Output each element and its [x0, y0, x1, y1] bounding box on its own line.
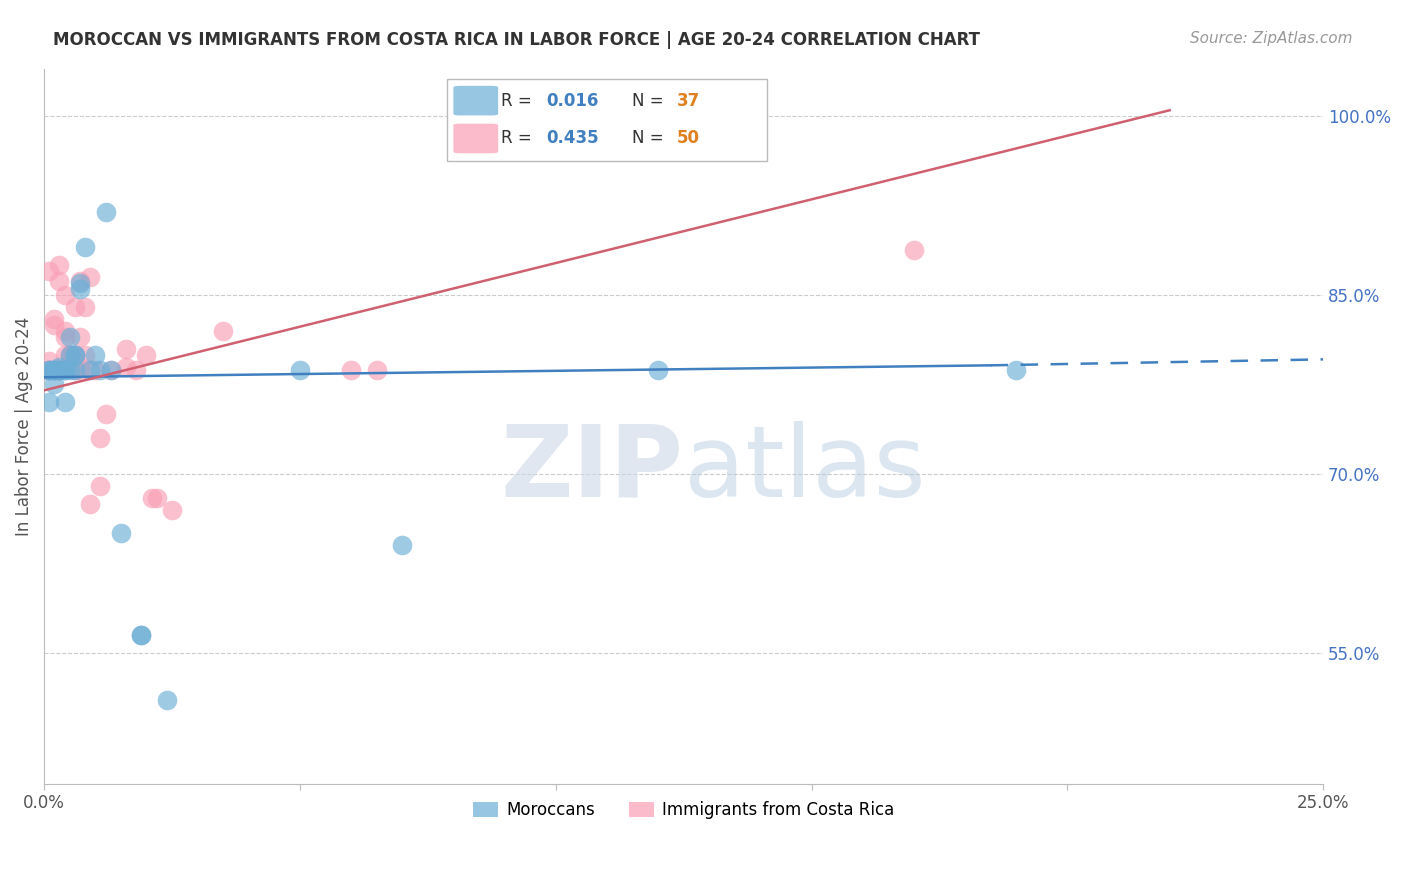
Point — [141, 491, 163, 505]
Point — [44, 318, 66, 332]
Point — [89, 363, 111, 377]
Point — [212, 324, 235, 338]
Point — [38, 363, 60, 377]
Point — [100, 363, 122, 377]
Point — [44, 363, 66, 377]
Point — [89, 431, 111, 445]
Point — [44, 363, 66, 377]
Point — [79, 270, 101, 285]
Point — [59, 348, 82, 362]
Point — [59, 348, 82, 362]
Point — [647, 363, 669, 377]
Point — [156, 693, 179, 707]
Point — [38, 363, 60, 377]
Point — [391, 538, 413, 552]
Point — [89, 479, 111, 493]
Point — [59, 359, 82, 374]
Text: Source: ZipAtlas.com: Source: ZipAtlas.com — [1189, 31, 1353, 46]
Point — [69, 282, 91, 296]
Point — [48, 274, 70, 288]
Point — [48, 258, 70, 272]
Text: atlas: atlas — [683, 420, 925, 517]
Point — [53, 363, 76, 377]
Point — [145, 491, 167, 505]
Point — [73, 240, 96, 254]
Point — [53, 324, 76, 338]
Point — [69, 363, 91, 377]
Point — [288, 363, 311, 377]
Point — [94, 204, 117, 219]
Point — [44, 377, 66, 392]
Point — [38, 264, 60, 278]
Point — [73, 348, 96, 362]
Point — [44, 363, 66, 377]
Point — [53, 395, 76, 409]
Point — [79, 363, 101, 377]
Point — [84, 348, 107, 362]
Point — [63, 363, 86, 377]
Point — [44, 363, 66, 377]
Point — [697, 109, 720, 123]
Text: MOROCCAN VS IMMIGRANTS FROM COSTA RICA IN LABOR FORCE | AGE 20-24 CORRELATION CH: MOROCCAN VS IMMIGRANTS FROM COSTA RICA I… — [53, 31, 980, 49]
Point — [63, 363, 86, 377]
Point — [53, 329, 76, 343]
Point — [38, 395, 60, 409]
Point — [59, 363, 82, 377]
Point — [63, 348, 86, 362]
Text: ZIP: ZIP — [501, 420, 683, 517]
Point — [69, 359, 91, 374]
Point — [48, 363, 70, 377]
Point — [131, 628, 153, 642]
Point — [48, 363, 70, 377]
Point — [100, 363, 122, 377]
Point — [115, 342, 138, 356]
Point — [53, 288, 76, 302]
Point — [340, 363, 363, 377]
Point — [53, 348, 76, 362]
Point — [1005, 363, 1028, 377]
Y-axis label: In Labor Force | Age 20-24: In Labor Force | Age 20-24 — [15, 317, 32, 536]
Point — [44, 311, 66, 326]
Point — [38, 353, 60, 368]
Point — [59, 329, 82, 343]
Point — [135, 348, 157, 362]
Point — [160, 502, 183, 516]
Point — [79, 497, 101, 511]
Point — [110, 526, 132, 541]
Point — [48, 359, 70, 374]
Point — [48, 363, 70, 377]
Point — [53, 363, 76, 377]
Point — [366, 363, 388, 377]
Point — [73, 300, 96, 314]
Point — [125, 363, 148, 377]
Legend: Moroccans, Immigrants from Costa Rica: Moroccans, Immigrants from Costa Rica — [467, 794, 901, 825]
Point — [48, 363, 70, 377]
Point — [903, 243, 925, 257]
Point — [63, 348, 86, 362]
Point — [63, 348, 86, 362]
Point — [38, 363, 60, 377]
Point — [94, 407, 117, 421]
Point — [48, 363, 70, 377]
Point — [131, 628, 153, 642]
Point — [69, 274, 91, 288]
Point — [59, 348, 82, 362]
Point — [69, 276, 91, 290]
Point — [84, 363, 107, 377]
Point — [38, 363, 60, 377]
Point — [44, 363, 66, 377]
Point — [38, 363, 60, 377]
Point — [115, 359, 138, 374]
Point — [38, 363, 60, 377]
Point — [48, 363, 70, 377]
Point — [69, 329, 91, 343]
Point — [63, 348, 86, 362]
Point — [63, 300, 86, 314]
